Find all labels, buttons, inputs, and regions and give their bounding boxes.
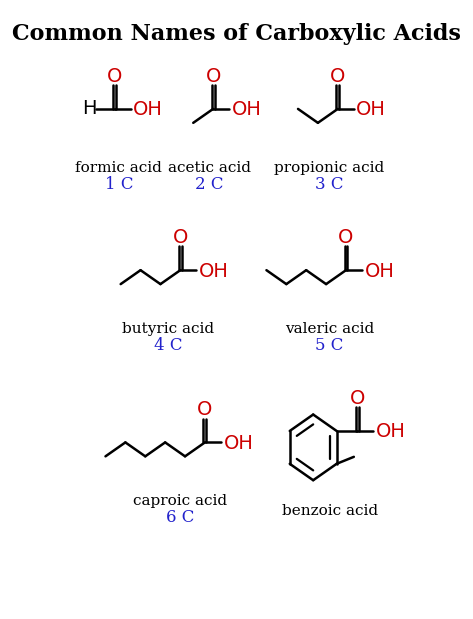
Text: 2 C: 2 C <box>195 176 223 193</box>
Text: 1 C: 1 C <box>105 176 133 193</box>
Text: formic acid: formic acid <box>75 161 162 175</box>
Text: OH: OH <box>199 262 229 280</box>
Text: O: O <box>197 400 212 419</box>
Text: O: O <box>173 228 188 247</box>
Text: OH: OH <box>376 422 406 441</box>
Text: 3 C: 3 C <box>315 176 344 193</box>
Text: Common Names of Carboxylic Acids: Common Names of Carboxylic Acids <box>12 24 461 45</box>
Text: benzoic acid: benzoic acid <box>281 504 377 518</box>
Text: O: O <box>205 67 221 86</box>
Text: 5 C: 5 C <box>315 337 344 354</box>
Text: OH: OH <box>232 100 262 119</box>
Text: 6 C: 6 C <box>166 509 194 526</box>
Text: O: O <box>350 389 365 408</box>
Text: OH: OH <box>356 100 386 119</box>
Text: 4 C: 4 C <box>154 337 182 354</box>
Text: OH: OH <box>223 434 254 453</box>
Text: H: H <box>82 100 96 118</box>
Text: acetic acid: acetic acid <box>167 161 251 175</box>
Text: propionic acid: propionic acid <box>274 161 385 175</box>
Text: valeric acid: valeric acid <box>285 322 374 336</box>
Text: O: O <box>330 67 345 86</box>
Text: OH: OH <box>365 262 394 280</box>
Text: butyric acid: butyric acid <box>122 322 214 336</box>
Text: O: O <box>338 228 354 247</box>
Text: OH: OH <box>133 100 163 119</box>
Text: caproic acid: caproic acid <box>133 494 228 508</box>
Text: O: O <box>107 67 123 86</box>
